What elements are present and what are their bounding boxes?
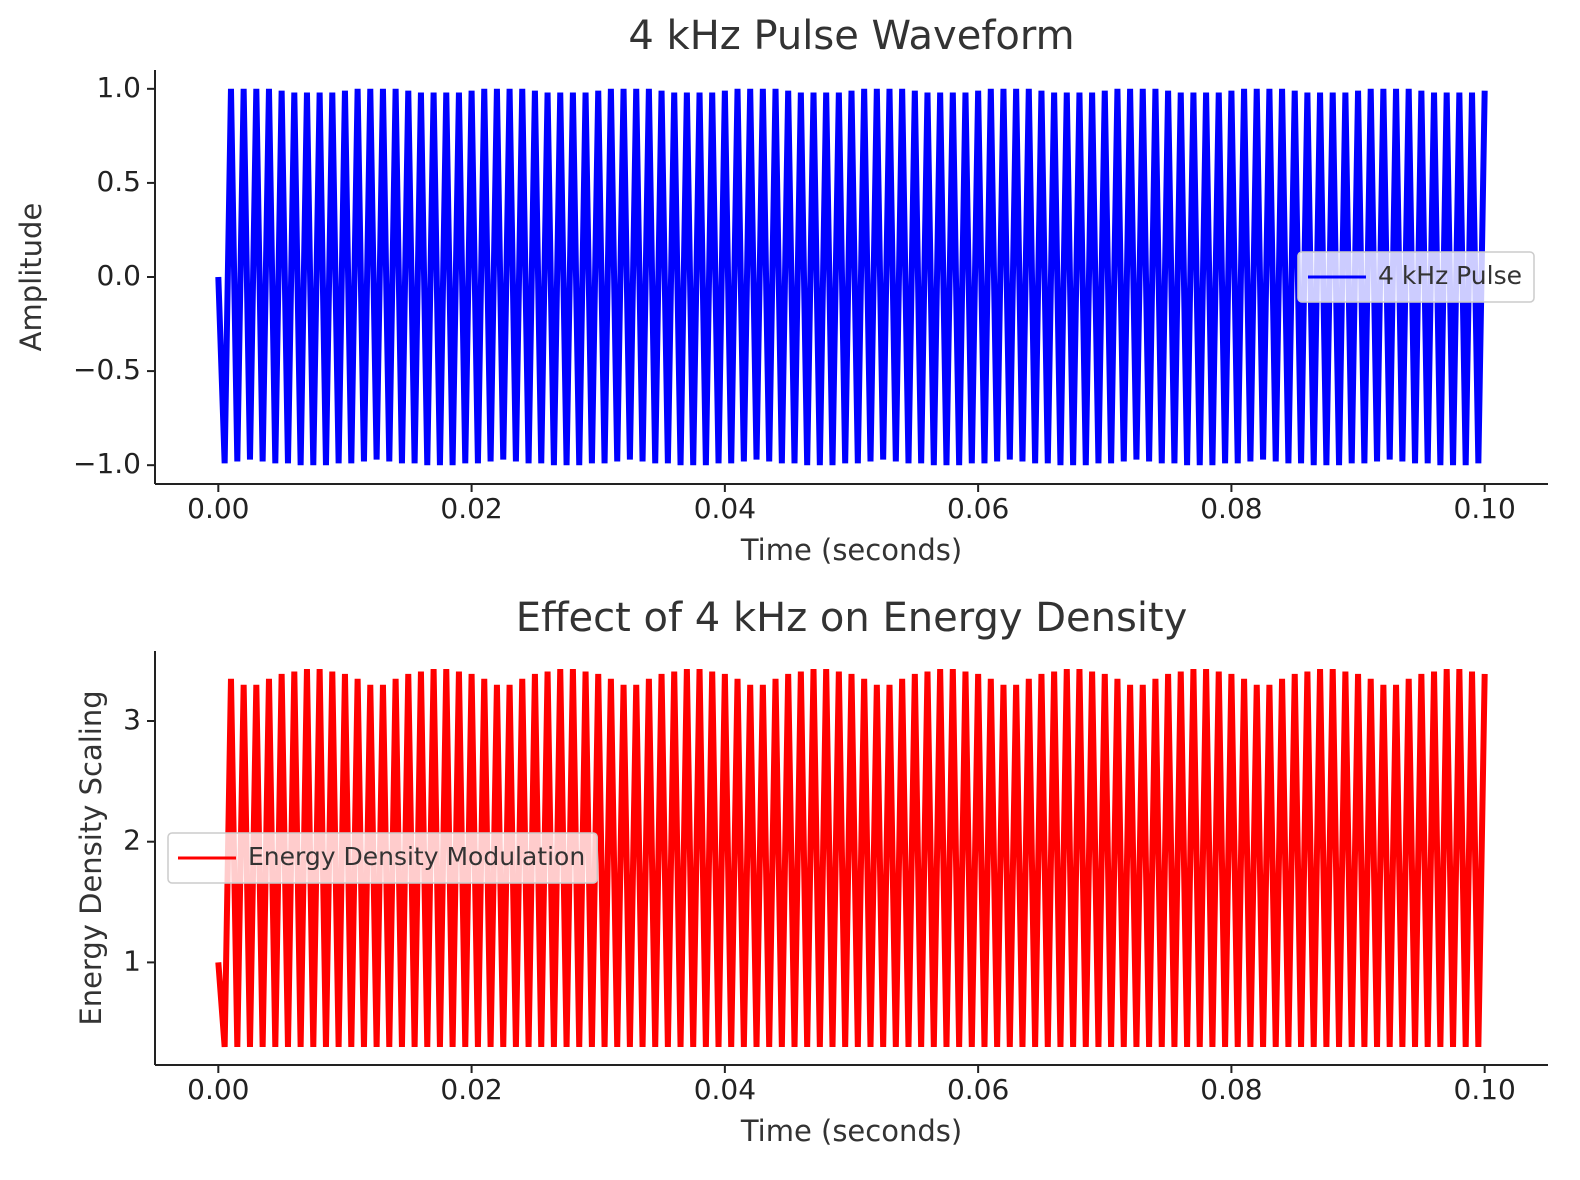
data-line [215, 88, 1488, 466]
subplot: 4 kHz Pulse Waveform Time (seconds) Amplit… [14, 13, 1548, 567]
y-tick-label: −1.0 [73, 447, 141, 480]
legend-label: 4 kHz Pulse [1378, 261, 1522, 290]
legend-box [167, 832, 598, 884]
y-tick-label: 1 [123, 944, 141, 977]
y-tick-label: 0.5 [96, 165, 141, 198]
data-line [215, 669, 1488, 1048]
x-tick-label: 0.10 [1454, 492, 1516, 525]
y-tick-label: 0.0 [96, 259, 141, 292]
subplot: Effect of 4 kHz on Energy Density Time (s… [74, 595, 1548, 1148]
x-tick-label: 0.10 [1454, 1073, 1516, 1106]
legend-box [1297, 251, 1535, 303]
x-tick-label: 0.06 [947, 1073, 1009, 1106]
x-tick-label: 0.08 [1200, 492, 1262, 525]
x-tick-label: 0.00 [187, 1073, 249, 1106]
x-tick-label: 0.04 [694, 1073, 756, 1106]
x-tick-label: 0.02 [440, 1073, 502, 1106]
legend: Energy Density Modulation [167, 832, 598, 884]
y-tick-label: 2 [123, 824, 141, 857]
y-tick-label: −0.5 [73, 353, 141, 386]
y-tick-label: 1.0 [96, 71, 141, 104]
x-tick-label: 0.02 [440, 492, 502, 525]
x-tick-label: 0.04 [694, 492, 756, 525]
chart-title: 4 kHz Pulse Waveform [628, 13, 1074, 59]
y-tick-label: 3 [123, 703, 141, 736]
chart-title: Effect of 4 kHz on Energy Density [516, 595, 1188, 641]
y-axis-label: Energy Density Scaling [74, 690, 108, 1025]
legend-label: Energy Density Modulation [248, 842, 585, 871]
x-tick-label: 0.06 [947, 492, 1009, 525]
legend: 4 kHz Pulse [1297, 251, 1535, 303]
x-tick-label: 0.00 [187, 492, 249, 525]
x-axis-label: Time (seconds) [740, 1114, 962, 1148]
y-axis-label: Amplitude [14, 203, 48, 352]
x-axis-label: Time (seconds) [740, 533, 962, 567]
x-tick-label: 0.08 [1200, 1073, 1262, 1106]
